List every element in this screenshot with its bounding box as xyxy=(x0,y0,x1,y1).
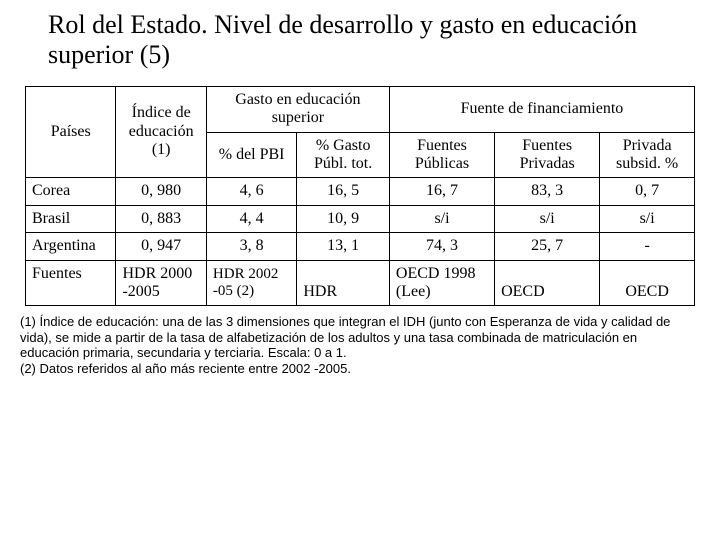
cell-fuentes-publicas: OECD 1998 (Lee) xyxy=(389,260,494,306)
cell-fuentes-subsid: OECD xyxy=(600,260,695,306)
table-row: Corea 0, 980 4, 6 16, 5 16, 7 83, 3 0, 7 xyxy=(26,178,695,205)
page-title: Rol del Estado. Nivel de desarrollo y ga… xyxy=(48,10,688,70)
footnote-1: (1) Índice de educación: una de las 3 di… xyxy=(20,314,700,361)
slide: Rol del Estado. Nivel de desarrollo y ga… xyxy=(0,0,720,540)
cell-subsid: 0, 7 xyxy=(600,178,695,205)
col-privadas: Fuentes Privadas xyxy=(495,132,600,178)
cell-pais: Brasil xyxy=(26,205,116,232)
col-publicas: Fuentes Públicas xyxy=(389,132,494,178)
col-paises: Países xyxy=(26,86,116,178)
cell-publicas: 74, 3 xyxy=(389,233,494,260)
footnotes: (1) Índice de educación: una de las 3 di… xyxy=(20,314,700,376)
cell-privadas: 25, 7 xyxy=(495,233,600,260)
cell-pbi: 4, 4 xyxy=(206,205,296,232)
cell-privadas: 83, 3 xyxy=(495,178,600,205)
footnote-2: (2) Datos referidos al año más reciente … xyxy=(20,361,700,377)
cell-gasto: 13, 1 xyxy=(297,233,390,260)
cell-indice: 0, 980 xyxy=(116,178,206,205)
group-fuente: Fuente de financiamiento xyxy=(389,86,694,132)
cell-subsid: - xyxy=(600,233,695,260)
col-indice: Índice de educación (1) xyxy=(116,86,206,178)
cell-indice: 0, 947 xyxy=(116,233,206,260)
cell-pbi: 3, 8 xyxy=(206,233,296,260)
table-row: Brasil 0, 883 4, 4 10, 9 s/i s/i s/i xyxy=(26,205,695,232)
cell-gasto: 10, 9 xyxy=(297,205,390,232)
table-header-row-groups: Países Índice de educación (1) Gasto en … xyxy=(26,86,695,132)
cell-fuentes-privadas: OECD xyxy=(495,260,600,306)
cell-pbi: 4, 6 xyxy=(206,178,296,205)
cell-subsid: s/i xyxy=(600,205,695,232)
data-table: Países Índice de educación (1) Gasto en … xyxy=(25,86,695,307)
col-pbi: % del PBI xyxy=(206,132,296,178)
table-row-fuentes: Fuentes HDR 2000 -2005 HDR 2002 -05 (2) … xyxy=(26,260,695,306)
cell-privadas: s/i xyxy=(495,205,600,232)
cell-publicas: s/i xyxy=(389,205,494,232)
cell-publicas: 16, 7 xyxy=(389,178,494,205)
cell-fuentes-pbi: HDR 2002 -05 (2) xyxy=(206,260,296,306)
cell-gasto: 16, 5 xyxy=(297,178,390,205)
cell-fuentes-gasto: HDR xyxy=(297,260,390,306)
table-row: Argentina 0, 947 3, 8 13, 1 74, 3 25, 7 … xyxy=(26,233,695,260)
cell-pais: Corea xyxy=(26,178,116,205)
cell-fuentes-label: Fuentes xyxy=(26,260,116,306)
col-subsid: Privada subsid. % xyxy=(600,132,695,178)
cell-indice: 0, 883 xyxy=(116,205,206,232)
cell-pais: Argentina xyxy=(26,233,116,260)
col-gasto-publ: % Gasto Públ. tot. xyxy=(297,132,390,178)
group-gasto: Gasto en educación superior xyxy=(206,86,389,132)
cell-fuentes-indice: HDR 2000 -2005 xyxy=(116,260,206,306)
